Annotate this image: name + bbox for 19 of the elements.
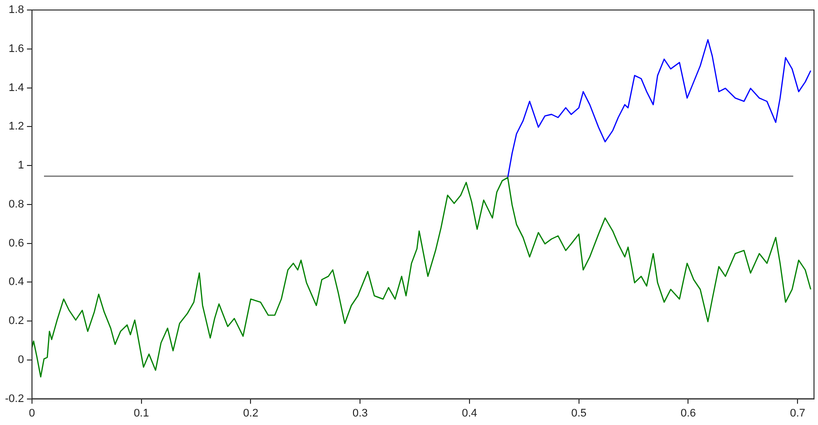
x-tick-label: 0.7 [790, 407, 806, 420]
x-tick-label: 0.1 [134, 407, 149, 420]
y-tick-label: 1.4 [8, 82, 24, 94]
y-tick-label: 0.8 [8, 198, 24, 210]
y-tick-label: 0.2 [8, 315, 24, 328]
y-tick-label: 0.4 [8, 276, 24, 288]
y-tick-label: -0.2 [4, 392, 24, 405]
y-tick-label: 0 [18, 354, 24, 366]
x-tick-label: 0.2 [243, 407, 258, 420]
x-tick-label: 0.3 [352, 407, 368, 420]
y-tick-label: 1.8 [8, 4, 24, 16]
x-tick-label: 0.4 [462, 407, 478, 420]
x-tick-label: 0.5 [571, 407, 586, 420]
y-tick-label: 1.6 [8, 42, 24, 55]
y-tick-label: 1 [18, 160, 24, 172]
x-tick-label: 0.6 [680, 407, 696, 420]
y-tick-label: 1.2 [8, 120, 24, 133]
y-tick-label: 0.6 [8, 237, 24, 250]
x-tick-label: 0 [28, 407, 36, 420]
